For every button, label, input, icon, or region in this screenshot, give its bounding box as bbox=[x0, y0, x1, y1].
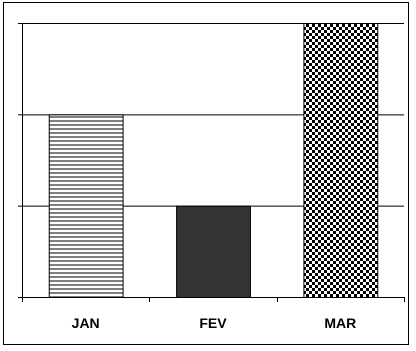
category-label-fev: FEV bbox=[199, 315, 227, 331]
bar-mar bbox=[303, 23, 379, 298]
category-label-mar: MAR bbox=[324, 315, 356, 331]
category-labels: JAN FEV MAR bbox=[72, 315, 357, 331]
category-label-jan: JAN bbox=[72, 315, 100, 331]
bar-jan bbox=[48, 114, 124, 299]
axes bbox=[18, 23, 405, 302]
bars bbox=[48, 23, 379, 299]
bar-fev bbox=[176, 205, 251, 299]
